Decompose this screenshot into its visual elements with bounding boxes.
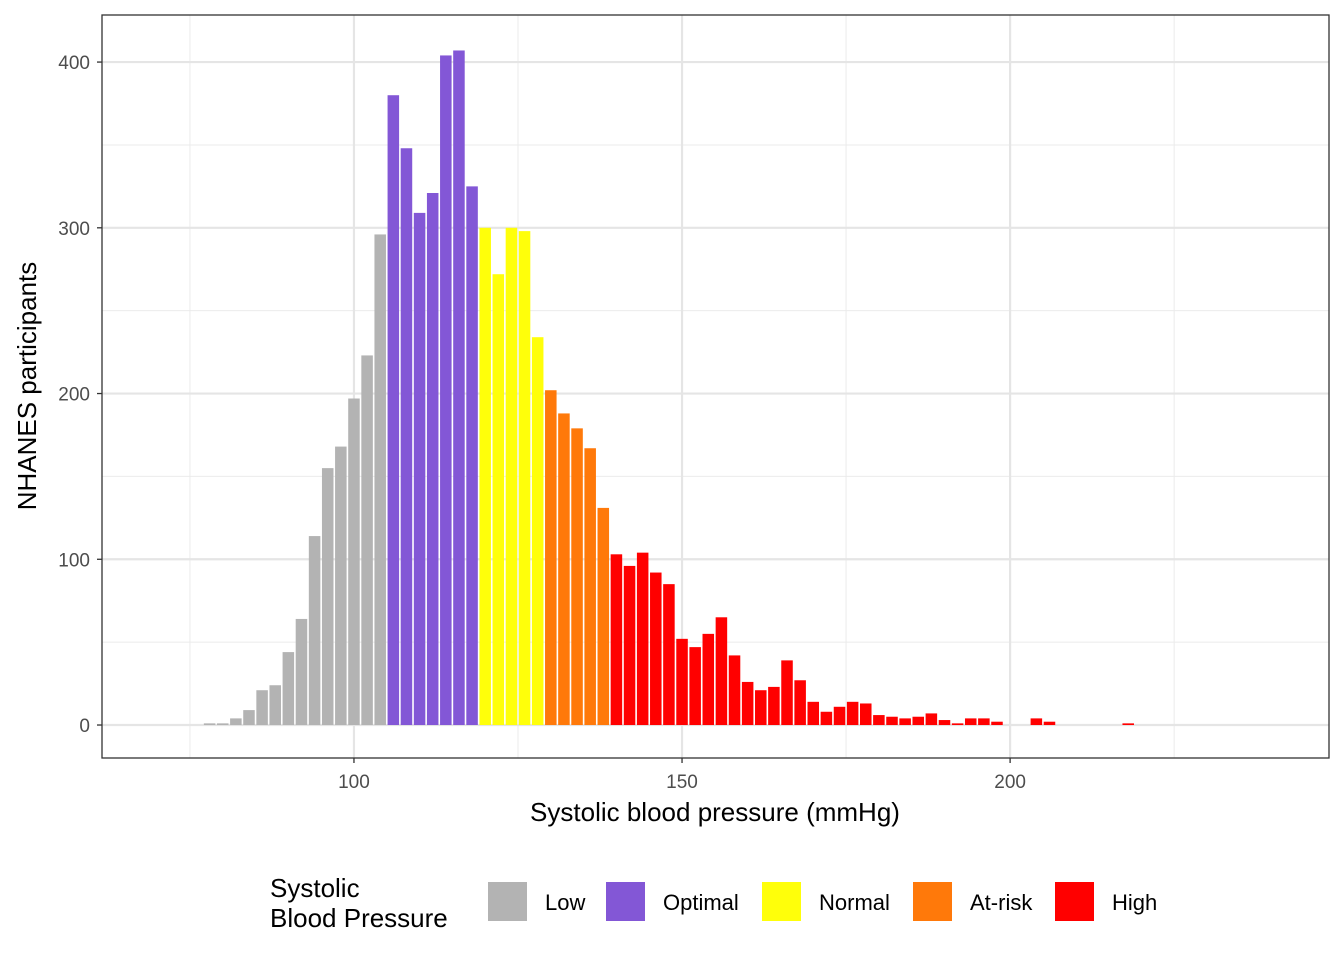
bar bbox=[413, 212, 426, 726]
plot-panel-border bbox=[101, 14, 1330, 759]
y-tick-label: 300 bbox=[58, 219, 90, 240]
bar bbox=[558, 413, 570, 726]
bar bbox=[466, 186, 478, 726]
bar bbox=[925, 713, 938, 726]
bar bbox=[978, 718, 990, 726]
bar bbox=[663, 584, 675, 726]
legend: Systolic Blood Pressure Low Optimal Normal… bbox=[270, 873, 1157, 933]
legend-label-high: High bbox=[1112, 890, 1157, 915]
bars bbox=[203, 50, 1134, 726]
bar bbox=[492, 274, 505, 726]
bar bbox=[453, 50, 465, 726]
bar bbox=[374, 234, 386, 726]
bar bbox=[623, 565, 636, 726]
bar bbox=[321, 468, 334, 726]
y-tick-label: 0 bbox=[79, 716, 90, 737]
bar bbox=[650, 572, 662, 726]
bar bbox=[597, 507, 610, 726]
y-tick-label: 100 bbox=[58, 550, 90, 571]
bar bbox=[833, 706, 846, 726]
legend-swatch-normal bbox=[762, 882, 801, 921]
bar bbox=[295, 618, 308, 726]
bar bbox=[1043, 721, 1056, 726]
bar bbox=[964, 718, 977, 726]
x-tick-label: 150 bbox=[666, 772, 698, 793]
bar bbox=[715, 617, 728, 726]
bar bbox=[518, 231, 531, 726]
bar bbox=[702, 633, 715, 726]
bar bbox=[531, 337, 544, 726]
bar bbox=[584, 448, 596, 726]
legend-swatch-low bbox=[488, 882, 527, 921]
bar bbox=[689, 647, 701, 726]
bar bbox=[899, 718, 911, 726]
bar bbox=[571, 428, 583, 726]
legend-title-line-2: Blood Pressure bbox=[270, 903, 448, 933]
bar bbox=[426, 193, 439, 726]
x-axis-title: Systolic blood pressure (mmHg) bbox=[530, 797, 900, 827]
legend-swatch-high bbox=[1055, 882, 1094, 921]
bar bbox=[203, 723, 216, 726]
y-tick-label: 200 bbox=[58, 385, 90, 406]
legend-label-optimal: Optimal bbox=[663, 890, 739, 915]
bar bbox=[1030, 718, 1043, 726]
bar bbox=[230, 718, 242, 726]
bar bbox=[873, 715, 885, 726]
x-tick-label: 200 bbox=[994, 772, 1026, 793]
bar bbox=[269, 685, 281, 726]
bar bbox=[991, 721, 1003, 726]
legend-label-low: Low bbox=[545, 890, 585, 915]
bar bbox=[440, 55, 452, 726]
legend-swatch-at-risk bbox=[913, 882, 952, 921]
bar bbox=[282, 652, 295, 726]
bar bbox=[387, 95, 400, 726]
bar bbox=[361, 355, 373, 726]
bar bbox=[951, 723, 964, 726]
x-tick-label: 100 bbox=[338, 772, 370, 793]
bar bbox=[820, 711, 833, 726]
bar bbox=[781, 660, 793, 726]
bar bbox=[400, 148, 413, 726]
legend-label-at-risk: At-risk bbox=[970, 890, 1033, 915]
bar bbox=[912, 716, 925, 726]
bar bbox=[256, 690, 268, 726]
bar bbox=[636, 552, 649, 726]
y-tick-label: 400 bbox=[58, 53, 90, 74]
bar bbox=[846, 701, 859, 726]
bar bbox=[610, 554, 623, 726]
bar bbox=[335, 446, 347, 726]
bar bbox=[755, 690, 767, 726]
bar bbox=[768, 686, 780, 726]
y-axis-ticks: 0 100 200 300 400 bbox=[58, 53, 102, 737]
bar bbox=[479, 227, 491, 726]
bar bbox=[859, 703, 872, 726]
x-axis-ticks: 100 150 200 bbox=[338, 758, 1026, 793]
bar bbox=[807, 701, 820, 726]
bar bbox=[741, 681, 754, 726]
legend-title-line-1: Systolic bbox=[270, 873, 360, 903]
bar bbox=[216, 723, 229, 726]
bar bbox=[886, 716, 898, 726]
bar bbox=[545, 390, 557, 726]
bar bbox=[676, 638, 688, 726]
bar bbox=[938, 720, 951, 726]
plot-panel-background bbox=[102, 15, 1329, 758]
bar bbox=[1122, 723, 1134, 726]
bar bbox=[728, 655, 741, 726]
bar bbox=[243, 710, 255, 726]
legend-label-normal: Normal bbox=[819, 890, 890, 915]
bar bbox=[794, 680, 806, 726]
y-axis-title: NHANES participants bbox=[12, 262, 42, 511]
bar bbox=[308, 536, 321, 726]
bar bbox=[348, 398, 360, 726]
legend-swatch-optimal bbox=[606, 882, 645, 921]
bar bbox=[505, 227, 518, 726]
